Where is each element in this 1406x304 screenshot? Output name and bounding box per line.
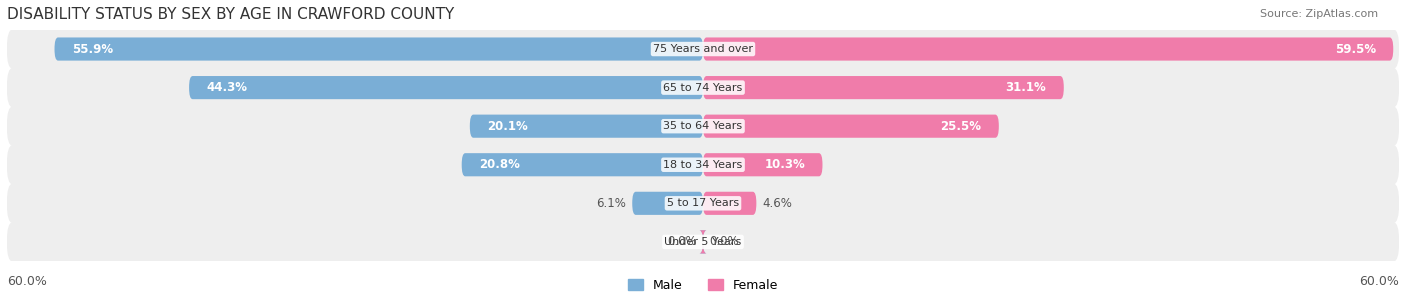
Text: 25.5%: 25.5%	[941, 120, 981, 133]
FancyBboxPatch shape	[461, 153, 703, 176]
FancyBboxPatch shape	[7, 222, 1399, 261]
Text: DISABILITY STATUS BY SEX BY AGE IN CRAWFORD COUNTY: DISABILITY STATUS BY SEX BY AGE IN CRAWF…	[7, 7, 454, 22]
Text: Under 5 Years: Under 5 Years	[665, 237, 741, 247]
FancyBboxPatch shape	[703, 76, 1064, 99]
FancyBboxPatch shape	[188, 76, 703, 99]
FancyBboxPatch shape	[633, 192, 703, 215]
Text: 59.5%: 59.5%	[1334, 43, 1376, 56]
Text: 4.6%: 4.6%	[762, 197, 792, 210]
FancyBboxPatch shape	[703, 37, 1393, 60]
Text: 0.0%: 0.0%	[709, 235, 738, 248]
FancyBboxPatch shape	[703, 153, 823, 176]
FancyBboxPatch shape	[55, 37, 703, 60]
Text: 18 to 34 Years: 18 to 34 Years	[664, 160, 742, 170]
FancyBboxPatch shape	[7, 145, 1399, 185]
Text: 55.9%: 55.9%	[72, 43, 112, 56]
Text: 60.0%: 60.0%	[1360, 275, 1399, 288]
FancyBboxPatch shape	[700, 230, 706, 254]
Text: 35 to 64 Years: 35 to 64 Years	[664, 121, 742, 131]
FancyBboxPatch shape	[7, 106, 1399, 146]
FancyBboxPatch shape	[470, 115, 703, 138]
Text: 6.1%: 6.1%	[596, 197, 627, 210]
Text: 44.3%: 44.3%	[207, 81, 247, 94]
FancyBboxPatch shape	[703, 192, 756, 215]
Text: 20.8%: 20.8%	[479, 158, 520, 171]
Text: 0.0%: 0.0%	[668, 235, 697, 248]
Text: 10.3%: 10.3%	[765, 158, 806, 171]
Text: 75 Years and over: 75 Years and over	[652, 44, 754, 54]
FancyBboxPatch shape	[7, 68, 1399, 107]
FancyBboxPatch shape	[7, 184, 1399, 223]
Text: 5 to 17 Years: 5 to 17 Years	[666, 198, 740, 208]
Text: 31.1%: 31.1%	[1005, 81, 1046, 94]
Text: 20.1%: 20.1%	[488, 120, 529, 133]
Text: 65 to 74 Years: 65 to 74 Years	[664, 83, 742, 93]
FancyBboxPatch shape	[700, 230, 706, 254]
Text: Source: ZipAtlas.com: Source: ZipAtlas.com	[1260, 9, 1378, 19]
FancyBboxPatch shape	[7, 29, 1399, 69]
Legend: Male, Female: Male, Female	[623, 274, 783, 297]
Text: 60.0%: 60.0%	[7, 275, 46, 288]
FancyBboxPatch shape	[703, 115, 998, 138]
